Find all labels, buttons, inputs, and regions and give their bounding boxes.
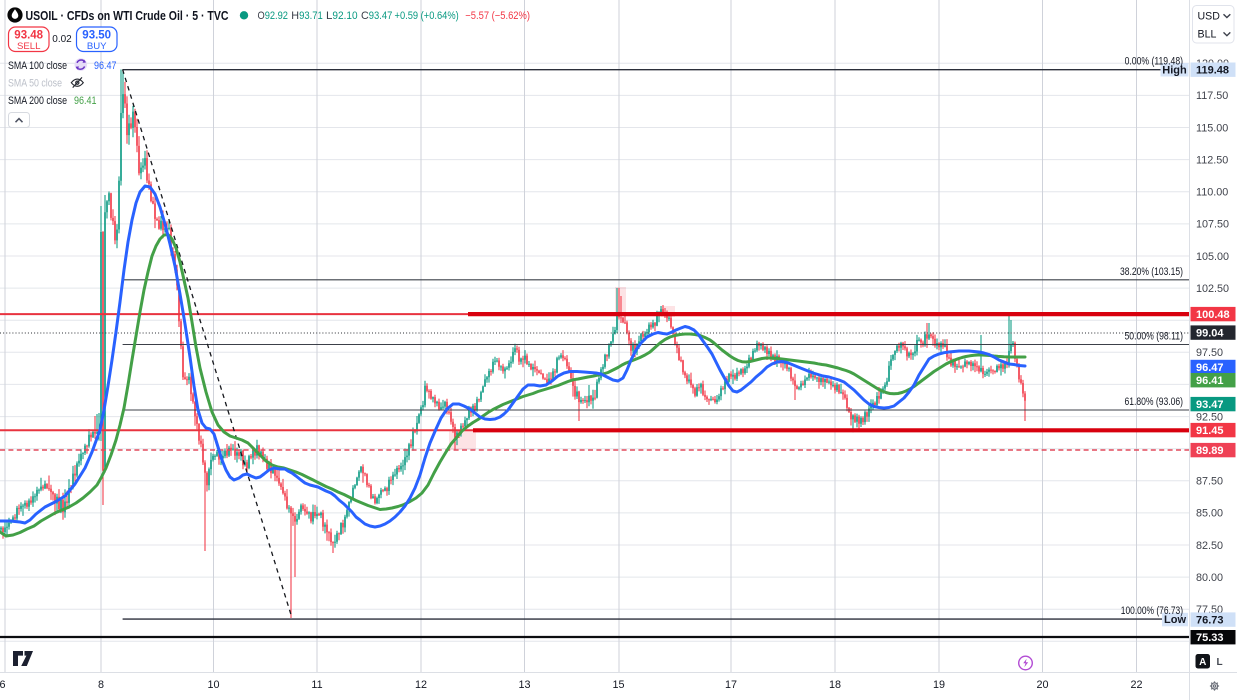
- svg-text:93.50: 93.50: [82, 30, 111, 42]
- svg-text:11: 11: [311, 679, 322, 691]
- svg-text:99.04: 99.04: [1196, 328, 1224, 340]
- svg-text:92.10: 92.10: [332, 10, 357, 22]
- svg-text:82.50: 82.50: [1196, 540, 1223, 552]
- svg-text:BLL: BLL: [1198, 29, 1217, 41]
- svg-text:A: A: [1199, 657, 1206, 668]
- svg-text:105.00: 105.00: [1196, 251, 1229, 263]
- svg-text:89.89: 89.89: [1196, 445, 1224, 457]
- svg-text:92.92: 92.92: [265, 10, 288, 22]
- svg-text:97.50: 97.50: [1196, 347, 1223, 359]
- svg-text:100.48: 100.48: [1196, 309, 1230, 321]
- svg-text:USOIL · CFDs on WTI Crude Oil: USOIL · CFDs on WTI Crude Oil · 5 · TVC: [26, 8, 229, 23]
- svg-text:L: L: [1216, 657, 1222, 668]
- svg-text:High: High: [1162, 64, 1187, 76]
- svg-text:85.00: 85.00: [1196, 508, 1223, 520]
- svg-text:SMA 200 close: SMA 200 close: [8, 95, 67, 107]
- svg-text:USD: USD: [1198, 10, 1221, 22]
- svg-text:0.00% (119.48): 0.00% (119.48): [1125, 56, 1183, 68]
- svg-text:+0.59 (+0.64%): +0.59 (+0.64%): [395, 10, 459, 22]
- svg-text:BUY: BUY: [87, 41, 107, 52]
- svg-text:119.48: 119.48: [1196, 65, 1229, 77]
- svg-text:93.47: 93.47: [369, 10, 393, 22]
- svg-text:107.50: 107.50: [1196, 219, 1229, 231]
- svg-text:112.50: 112.50: [1196, 154, 1228, 166]
- svg-text:O: O: [258, 10, 265, 22]
- svg-text:10: 10: [207, 679, 219, 691]
- svg-text:102.50: 102.50: [1196, 283, 1229, 295]
- svg-text:20: 20: [1036, 679, 1048, 691]
- svg-text:22: 22: [1130, 679, 1142, 691]
- svg-text:96.47: 96.47: [1196, 362, 1224, 374]
- svg-text:115.00: 115.00: [1196, 122, 1228, 134]
- svg-text:19: 19: [933, 679, 945, 691]
- svg-text:SMA 50 close: SMA 50 close: [8, 78, 62, 90]
- svg-text:93.48: 93.48: [14, 30, 43, 42]
- svg-text:80.00: 80.00: [1196, 572, 1223, 584]
- svg-text:50.00% (98.11): 50.00% (98.11): [1125, 331, 1184, 343]
- svg-text:−5.57 (−5.62%): −5.57 (−5.62%): [465, 10, 530, 22]
- svg-text:H: H: [291, 10, 299, 22]
- svg-text:8: 8: [98, 679, 104, 691]
- svg-text:38.20% (103.15): 38.20% (103.15): [1120, 266, 1183, 278]
- svg-text:18: 18: [829, 679, 841, 691]
- svg-text:13: 13: [518, 679, 530, 691]
- svg-text:12: 12: [415, 679, 427, 691]
- svg-text:87.50: 87.50: [1196, 476, 1223, 488]
- svg-text:110.00: 110.00: [1196, 187, 1228, 199]
- svg-text:96.41: 96.41: [1196, 375, 1224, 387]
- svg-text:96.47: 96.47: [94, 60, 117, 72]
- svg-text:61.80% (93.06): 61.80% (93.06): [1125, 396, 1184, 408]
- svg-text:93.71: 93.71: [299, 10, 323, 22]
- svg-text:75.33: 75.33: [1196, 632, 1224, 644]
- svg-text:0.02: 0.02: [52, 34, 72, 45]
- svg-text:SELL: SELL: [17, 41, 41, 52]
- svg-text:17: 17: [725, 679, 737, 691]
- svg-text:93.47: 93.47: [1196, 399, 1224, 411]
- svg-text:6: 6: [0, 679, 6, 691]
- svg-text:76.73: 76.73: [1196, 615, 1224, 627]
- svg-text:117.50: 117.50: [1196, 90, 1228, 102]
- svg-text:15: 15: [612, 679, 624, 691]
- svg-text:SMA 100 close: SMA 100 close: [8, 60, 67, 72]
- svg-text:100.00% (76.73): 100.00% (76.73): [1121, 605, 1183, 617]
- svg-text:Low: Low: [1164, 614, 1186, 626]
- svg-text:91.45: 91.45: [1196, 425, 1224, 437]
- svg-text:C: C: [361, 10, 369, 22]
- svg-text:L: L: [326, 10, 333, 22]
- svg-text:96.41: 96.41: [74, 95, 97, 107]
- svg-text:92.50: 92.50: [1196, 411, 1223, 423]
